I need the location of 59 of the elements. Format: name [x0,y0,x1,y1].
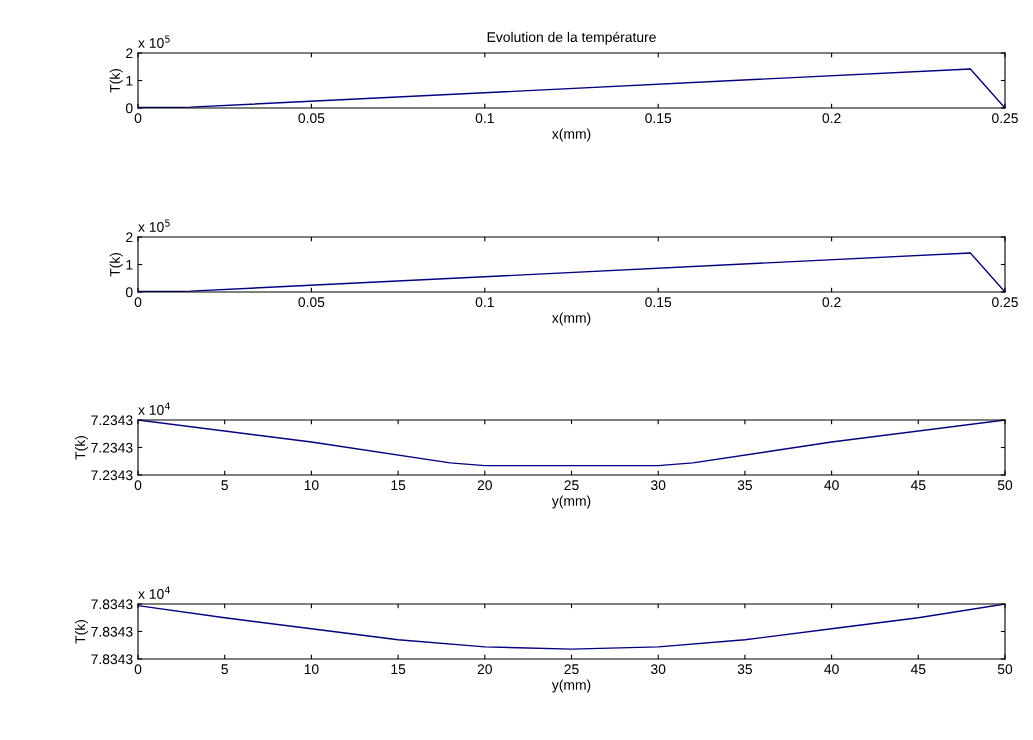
y-axis-title: T(k) [74,620,88,644]
x-tick-label: 30 [651,664,666,675]
x-tick-label: 0 [134,297,142,308]
y-tick-label: 0 [125,103,133,114]
x-tick-label: 20 [477,480,492,491]
x-tick-label: 0.2 [822,113,841,124]
x-tick-label: 15 [391,480,406,491]
x-tick-label: 50 [997,480,1013,491]
x-tick-label: 10 [304,480,319,491]
x-tick-label: 30 [651,480,666,491]
text: 7.2343 [91,415,133,426]
text: x 10$^{5}$ [138,35,170,48]
x-tick-label: 25 [564,480,579,491]
x-tick-label: 0.05 [298,113,325,124]
x-tick-label: 0 [134,113,142,124]
text: 7.2343 [91,470,133,481]
y-tick-label: 2 [126,48,133,59]
y-axis-title: T(k) [109,69,123,93]
text: x 10$^{4}$ [138,402,171,415]
y-tick-label: 1 [126,75,133,86]
x-tick-label: 5 [221,480,228,491]
x-tick-label: 0.15 [645,113,672,124]
x-tick-label: 0.1 [475,113,494,124]
text: x 10$^{5}$ [138,219,170,232]
y-tick-label: 0 [125,287,133,298]
x-axis-title: y(mm) [551,679,591,693]
x-tick-label: 0.25 [992,297,1018,308]
x-tick-label: 35 [737,480,753,491]
x-tick-label: 0 [134,480,142,491]
text: 7.8343 [91,654,133,665]
x-tick-label: 0.2 [822,297,841,308]
x-tick-label: 0.05 [298,297,325,308]
text: 7.8343 [91,599,133,610]
x-tick-label: 10 [304,664,319,675]
y-tick-label: 2 [126,232,133,243]
x-tick-label: 50 [997,664,1013,675]
x-axis-title: y(mm) [551,495,591,509]
x-axis-title: x(mm) [551,128,591,142]
x-tick-label: 15 [391,664,406,675]
x-axis-title: x(mm) [551,312,591,326]
x-tick-label: 0.15 [645,297,672,308]
y-axis-title: T(k) [74,436,88,460]
x-tick-label: 45 [910,664,926,675]
text: 7.2343 [91,442,133,453]
x-tick-label: 5 [221,664,228,675]
x-tick-label: 0.1 [475,297,494,308]
x-tick-label: 45 [910,480,926,491]
x-tick-label: 0 [134,664,142,675]
chart-title: Evolution de la température [487,31,656,45]
x-tick-label: 35 [737,664,753,675]
x-tick-label: 40 [824,480,839,491]
x-tick-label: 20 [477,664,492,675]
y-axis-title: T(k) [109,253,123,277]
x-tick-label: 0.25 [992,113,1018,124]
x-tick-label: 25 [564,664,579,675]
y-tick-label: 1 [126,259,133,270]
x-tick-label: 40 [824,664,839,675]
text: x 10$^{4}$ [138,586,171,599]
text: 7.8343 [91,626,133,637]
